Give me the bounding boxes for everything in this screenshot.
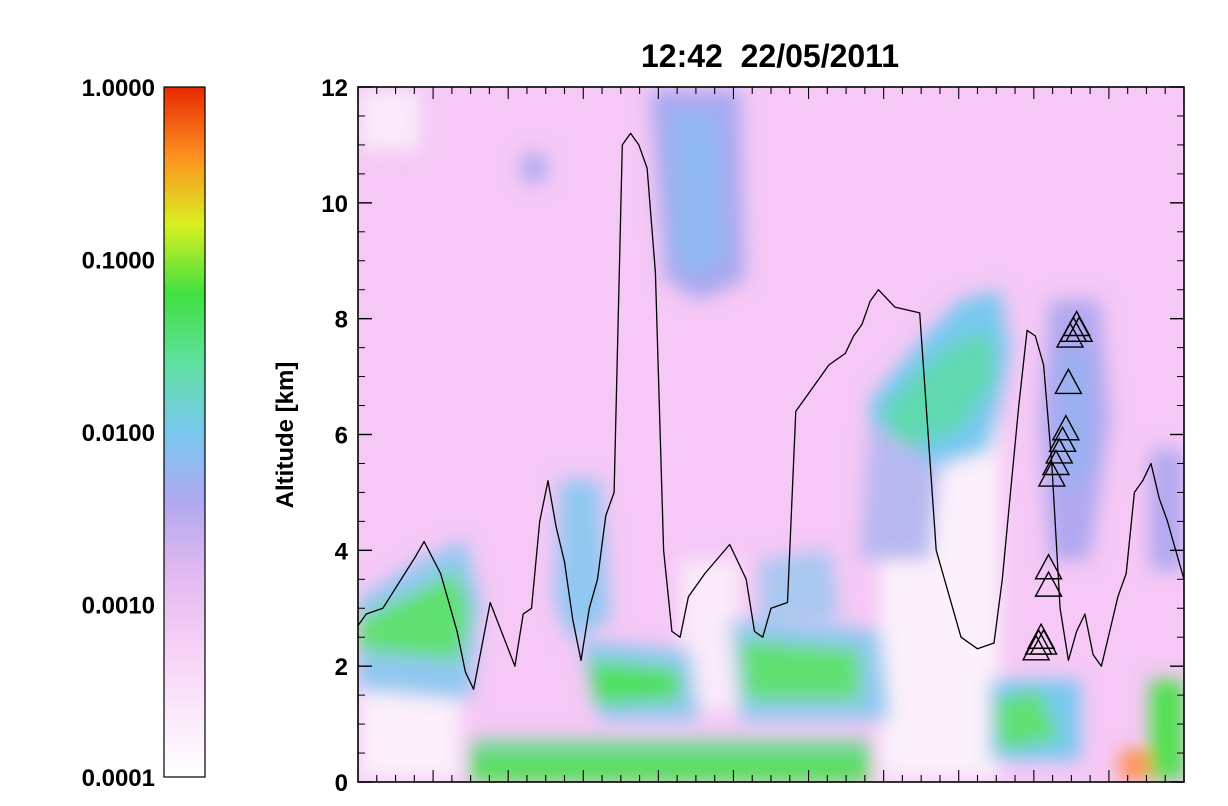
triangle-marker bbox=[1054, 367, 1083, 395]
y-tick-label: 6 bbox=[335, 423, 348, 450]
boundary-line bbox=[358, 132, 1184, 690]
colorbar-tick-label: 0.1000 bbox=[82, 248, 155, 275]
chart-title: 12:42 22/05/2011 bbox=[641, 38, 899, 74]
y-tick-label: 0 bbox=[335, 770, 348, 797]
y-tick-label: 8 bbox=[335, 307, 348, 334]
colorbar-tick-label: 0.0010 bbox=[82, 593, 155, 620]
colorbar-tick-label: 1.0000 bbox=[82, 75, 155, 102]
triangle-marker bbox=[1029, 628, 1058, 655]
colorbar-tick-label: 0.0001 bbox=[82, 765, 155, 792]
y-tick-label: 4 bbox=[335, 538, 349, 565]
triangle-marker bbox=[1034, 553, 1063, 580]
triangle-marker bbox=[1034, 570, 1063, 597]
y-tick-label: 10 bbox=[321, 191, 348, 218]
y-tick-label: 2 bbox=[335, 654, 348, 681]
heatmap-blobs bbox=[358, 90, 1184, 782]
triangle-marker bbox=[1051, 414, 1081, 441]
colorbar-tick-label: 0.0100 bbox=[82, 420, 155, 447]
colorbar: 0.0001 0.0010 0.0100 0.1000 1.0000 bbox=[82, 75, 206, 792]
y-tick-label: 12 bbox=[321, 75, 348, 102]
colorbar-gradient bbox=[163, 86, 206, 778]
heatmap-field bbox=[358, 87, 1184, 782]
y-axis-label: Altitude [km] bbox=[272, 362, 299, 509]
triangle-marker bbox=[1064, 315, 1094, 342]
